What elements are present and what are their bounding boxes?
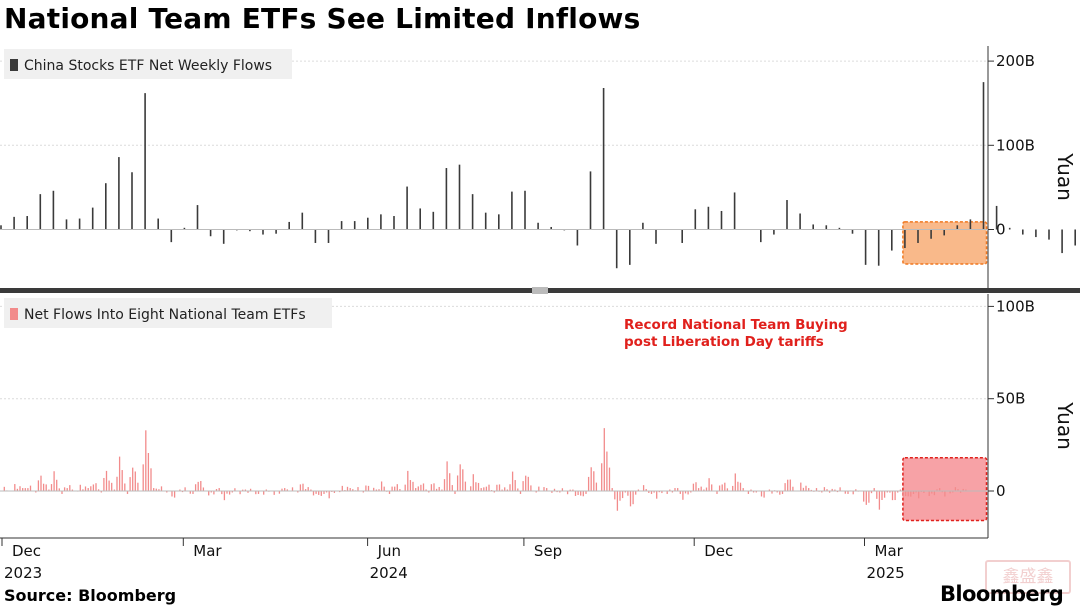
x-tick-label: Dec	[704, 542, 733, 560]
highlight-box	[902, 221, 988, 265]
y-tick-label: 50B	[996, 390, 1025, 408]
chart-title: National Team ETFs See Limited Inflows	[4, 2, 641, 35]
x-year-label: 2023	[4, 564, 42, 582]
x-tick-label: Sep	[534, 542, 562, 560]
y-axis-label: Yuan	[1053, 152, 1077, 201]
annotation-text: post Liberation Day tariffs	[624, 334, 824, 350]
y-tick-label: 100B	[996, 297, 1035, 315]
y-tick-label: 0	[996, 221, 1006, 239]
x-tick-label: Mar	[875, 542, 904, 560]
x-tick-label: Mar	[193, 542, 222, 560]
legend-box	[4, 298, 332, 328]
legend-label: Net Flows Into Eight National Team ETFs	[24, 307, 306, 323]
source-note: Source: Bloomberg	[4, 586, 177, 605]
y-tick-label: 100B	[996, 136, 1035, 154]
y-tick-label: 0	[996, 482, 1006, 500]
legend-swatch	[10, 59, 18, 71]
x-year-label: 2024	[370, 564, 408, 582]
x-tick-label: Dec	[12, 542, 41, 560]
annotation-text: Record National Team Buying	[624, 317, 848, 333]
highlight-box	[902, 457, 988, 522]
resize-handle	[532, 287, 548, 294]
x-year-label: 2025	[867, 564, 905, 582]
chart-panel-1: 200B 100B 0 Yuan China Stocks ETF Net Weekly…	[0, 46, 1077, 288]
x-tick-label: Jun	[377, 542, 401, 560]
y-axis-label: Yuan	[1053, 401, 1077, 450]
y-tick-label: 200B	[996, 52, 1035, 70]
chart-panel-2: 100B 50B 0 Yuan Net Flows Into Eight Nationa…	[0, 294, 1077, 538]
legend-swatch	[10, 308, 18, 320]
legend-box	[4, 49, 292, 79]
brand-logo: Bloomberg	[940, 582, 1064, 606]
legend-label: China Stocks ETF Net Weekly Flows	[24, 58, 272, 74]
watermark-stamp: 鑫盛鑫	[985, 560, 1071, 594]
